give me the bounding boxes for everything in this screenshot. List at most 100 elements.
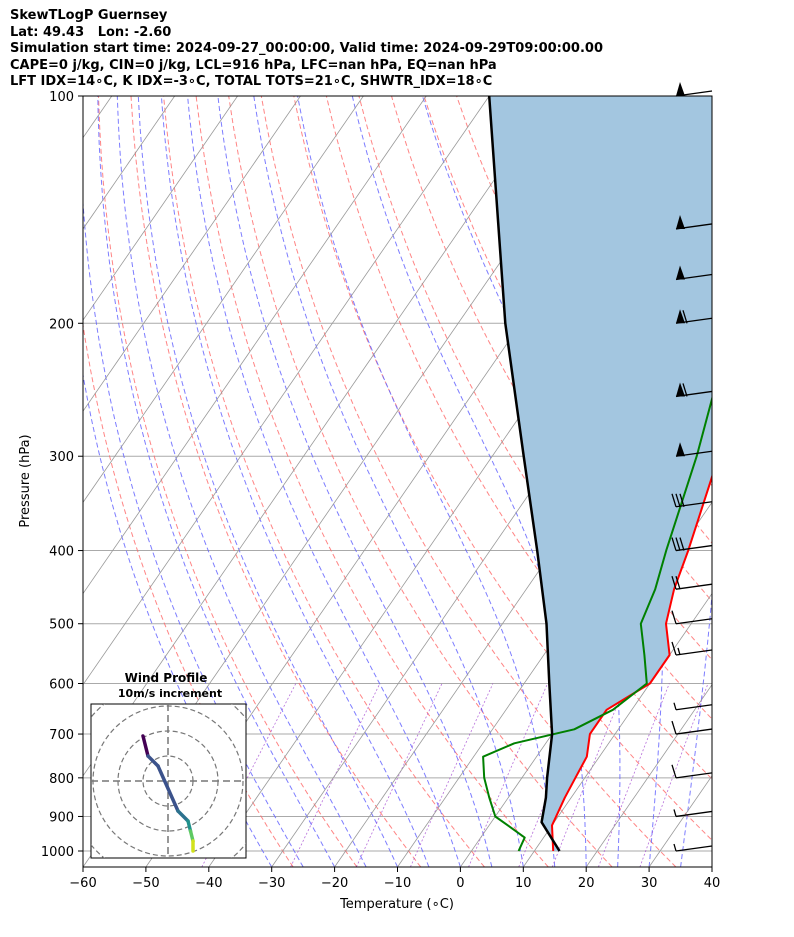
barb-full-flag: [682, 383, 688, 397]
moist-adiabat: [217, 96, 493, 867]
isotherm-line: [585, 683, 712, 867]
barb-full-flag: [671, 493, 677, 507]
barb-half-flag: [673, 702, 677, 710]
y-axis-ticks: 100 200 300 400 500 600 700 800 900 1000: [41, 90, 83, 860]
dry-adiabat: [260, 96, 677, 867]
chart-title: SkewTLogP Guernsey: [10, 8, 168, 23]
parcel-profile-line: [487, 96, 561, 852]
mixing-ratio-line: [290, 683, 381, 867]
x-axis-label: Temperature (∘C): [339, 897, 454, 912]
isotherm-line: [522, 592, 712, 867]
wind-barb: [671, 537, 713, 552]
wind-barb: [675, 214, 713, 230]
y-tick-label: 300: [49, 450, 74, 465]
barb-full-flag: [675, 537, 681, 551]
barb-pennant: [676, 82, 685, 96]
y-tick-label: 600: [49, 678, 74, 693]
y-tick-label: 800: [49, 772, 74, 787]
dry-adiabat: [750, 96, 794, 867]
wind-barb: [675, 442, 713, 457]
barb-staff: [675, 772, 713, 779]
hodograph-segment: [176, 809, 190, 823]
dry-adiabat: [98, 96, 358, 867]
profile-lines: [482, 96, 712, 852]
barb-pennant: [676, 442, 685, 457]
wind-barb: [675, 309, 713, 324]
moist-adiabat: [116, 96, 367, 867]
barb-full-flag: [679, 493, 685, 507]
isotherm-line: [83, 96, 427, 595]
wind-barb: [673, 843, 713, 852]
location-line: Lat: 49.43 Lon: -2.60: [10, 24, 172, 40]
barb-half-flag: [673, 809, 677, 817]
hodograph-inset: Wind Profile 10m/s increment: [90, 671, 247, 859]
wind-barb: [671, 575, 713, 590]
dry-adiabat: [130, 96, 422, 867]
dry-adiabat: [358, 96, 712, 720]
barb-pennant: [676, 214, 685, 229]
moist-adiabat: [83, 372, 273, 867]
wind-barb: [675, 82, 713, 97]
wind-barb: [675, 382, 713, 398]
y-tick-label: 200: [49, 317, 74, 332]
wind-barb: [673, 809, 713, 818]
hodograph-segment: [141, 734, 150, 758]
barb-pennant: [676, 382, 685, 397]
wind-barb: [671, 720, 713, 735]
y-tick-label: 700: [49, 728, 74, 743]
y-tick-label: 1000: [41, 845, 74, 860]
x-tick-label: 0: [456, 876, 464, 891]
x-tick-label: 40: [704, 876, 721, 891]
cin-area-fill: [489, 96, 712, 851]
barb-full-flag: [675, 493, 681, 507]
barb-staff: [675, 845, 713, 852]
x-tick-label: −20: [321, 876, 348, 891]
barb-full-flag: [682, 310, 688, 324]
mixing-ratio-line: [355, 683, 443, 867]
moist-adiabat: [83, 195, 304, 867]
dry-adiabat: [83, 321, 294, 867]
wind-barb: [671, 641, 713, 656]
barb-staff: [675, 704, 713, 711]
isotherm-line: [83, 96, 238, 321]
isotherm-line: [775, 96, 794, 867]
hodograph-subtitle: 10m/s increment: [118, 687, 222, 700]
isotherm-line: [83, 96, 176, 230]
mixing-ratio-line: [551, 683, 627, 867]
barb-staff: [675, 810, 713, 818]
hodograph-title: Wind Profile: [125, 671, 208, 685]
chart-header: SkewTLogP Guernsey Lat: 49.43 Lon: -2.60 S…: [10, 8, 603, 91]
time-line: Simulation start time: 2024-09-27_00:00:…: [10, 41, 603, 56]
dry-adiabat: [228, 96, 613, 867]
barb-full-flag: [671, 641, 677, 656]
barb-half-flag: [673, 843, 677, 852]
barb-full-flag: [671, 764, 677, 779]
x-tick-label: −10: [384, 876, 411, 891]
cape-cin-shading: [489, 96, 712, 851]
moist-adiabat: [711, 863, 712, 867]
y-axis-label: Pressure (hPa): [18, 434, 33, 527]
isotherm-line: [83, 96, 364, 504]
barb-full-flag: [675, 575, 681, 590]
barb-full-flag: [671, 720, 677, 735]
y-tick-label: 100: [49, 90, 74, 105]
barb-staff: [675, 583, 713, 590]
dry-adiabat: [717, 96, 794, 867]
barb-full-flag: [671, 610, 677, 624]
moist-adiabat: [351, 96, 587, 867]
mixing-ratio-line: [598, 683, 670, 867]
hodograph-plot: [91, 704, 246, 858]
wind-barb: [671, 764, 713, 779]
hodograph-segment: [156, 764, 180, 813]
x-tick-label: −40: [195, 876, 222, 891]
mixing-ratio-line: [468, 683, 548, 867]
y-tick-label: 900: [49, 810, 74, 825]
barb-full-flag: [671, 575, 677, 590]
stability-line-1: CAPE=0 j/kg, CIN=0 j/kg, LCL=916 hPa, LF…: [10, 57, 497, 73]
barb-half-flag: [677, 647, 681, 656]
x-tick-label: −60: [69, 876, 96, 891]
barb-staff: [675, 649, 713, 656]
x-tick-label: 20: [578, 876, 595, 891]
moist-adiabat: [187, 96, 461, 867]
